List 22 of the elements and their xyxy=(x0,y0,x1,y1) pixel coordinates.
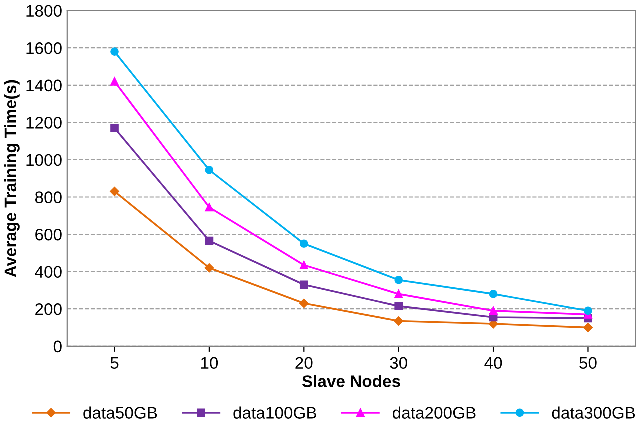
legend-label: data200GB xyxy=(393,406,476,419)
x-tick-label: 50 xyxy=(580,357,597,370)
y-axis-title: Average Training Time(s) xyxy=(4,80,20,278)
x-tick-label: 5 xyxy=(110,357,119,370)
y-tick-label: 0 xyxy=(54,340,62,353)
x-tick-label: 30 xyxy=(390,357,408,370)
y-tick-label: 1800 xyxy=(26,5,62,18)
y-tick-label: 1200 xyxy=(26,117,62,129)
y-tick-label: 200 xyxy=(36,304,62,316)
y-tick-label: 1000 xyxy=(26,154,62,166)
x-tick-label: 40 xyxy=(484,357,502,370)
legend-label: data300GB xyxy=(552,406,636,419)
x-axis-title: Slave Nodes xyxy=(302,375,400,388)
x-tick-label: 20 xyxy=(296,357,313,370)
x-tick-label: 10 xyxy=(201,357,218,370)
legend-label: data100GB xyxy=(234,406,316,419)
y-tick-label: 600 xyxy=(36,228,62,241)
y-tick-label: 1600 xyxy=(26,42,62,54)
legend-label: data50GB xyxy=(84,406,158,419)
y-tick-label: 800 xyxy=(35,192,62,204)
y-tick-label: 1400 xyxy=(26,80,62,92)
y-tick-label: 400 xyxy=(35,266,62,278)
